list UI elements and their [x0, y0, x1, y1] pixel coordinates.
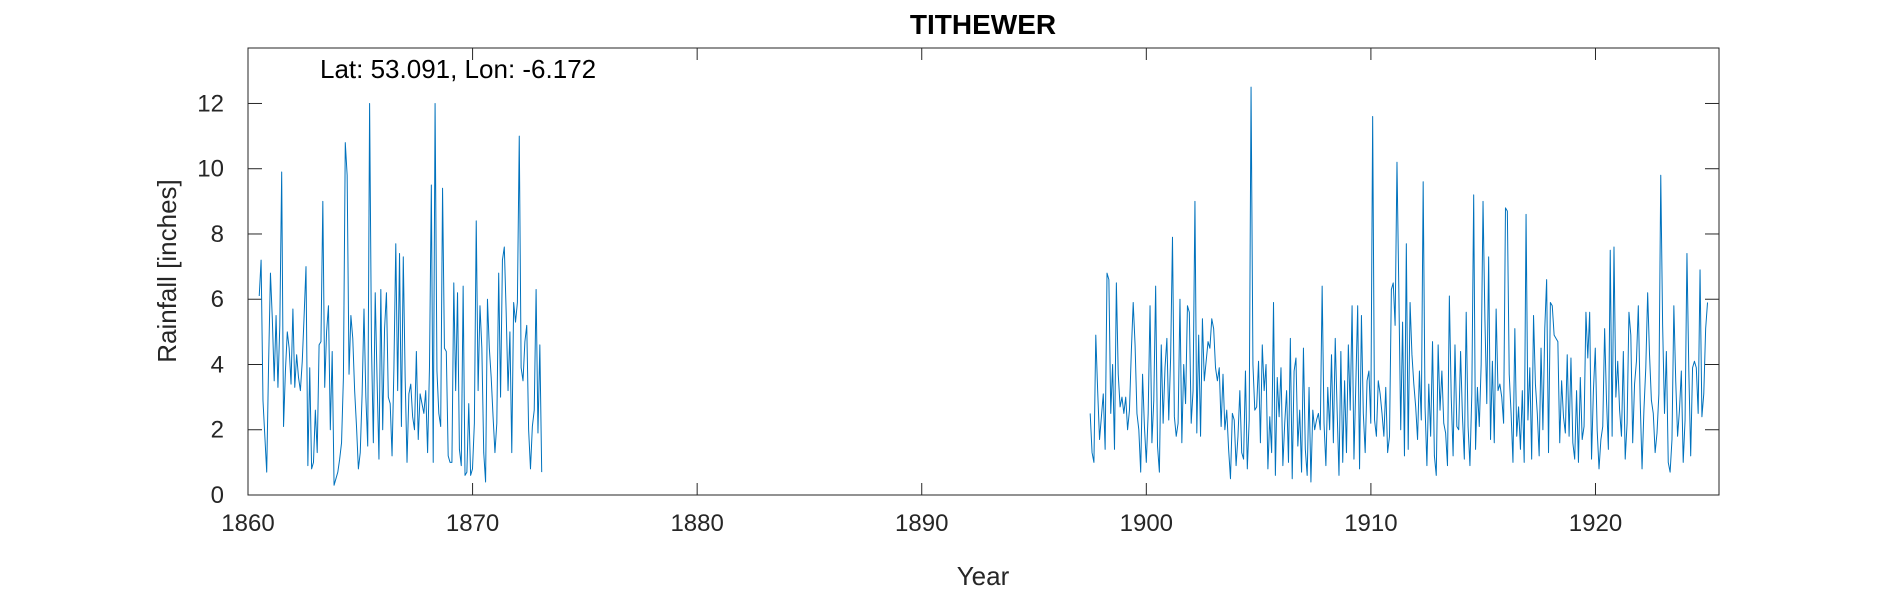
y-axis: 0 2 4 6 8 10 12	[197, 90, 1719, 509]
location-annotation: Lat: 53.091, Lon: -6.172	[320, 54, 596, 84]
x-tick-label: 1900	[1120, 510, 1173, 537]
y-tick-label: 8	[211, 221, 224, 248]
x-tick-label: 1890	[895, 510, 948, 537]
y-tick-label: 12	[197, 90, 224, 117]
y-tick-label: 4	[211, 351, 224, 378]
y-tick-label: 2	[211, 417, 224, 444]
x-axis: 1860 1870 1880 1890 1900 1910 1920	[221, 48, 1622, 537]
chart-title: TITHEWER	[910, 9, 1056, 40]
y-axis-label: Rainfall [inches]	[152, 179, 182, 363]
y-tick-label: 10	[197, 156, 224, 183]
x-tick-label: 1920	[1569, 510, 1622, 537]
rainfall-series-line-segment-2	[1089, 86, 1709, 483]
x-tick-label: 1870	[446, 510, 499, 537]
x-tick-label: 1910	[1344, 510, 1397, 537]
x-tick-label: 1860	[221, 510, 274, 537]
series-layer	[258, 86, 1709, 486]
y-tick-label: 6	[211, 286, 224, 313]
x-tick-label: 1880	[670, 510, 723, 537]
plot-area	[247, 47, 1720, 496]
y-tick-label: 0	[211, 482, 224, 509]
rainfall-series-line-segment-1	[258, 102, 543, 486]
x-axis-label: Year	[957, 561, 1010, 591]
